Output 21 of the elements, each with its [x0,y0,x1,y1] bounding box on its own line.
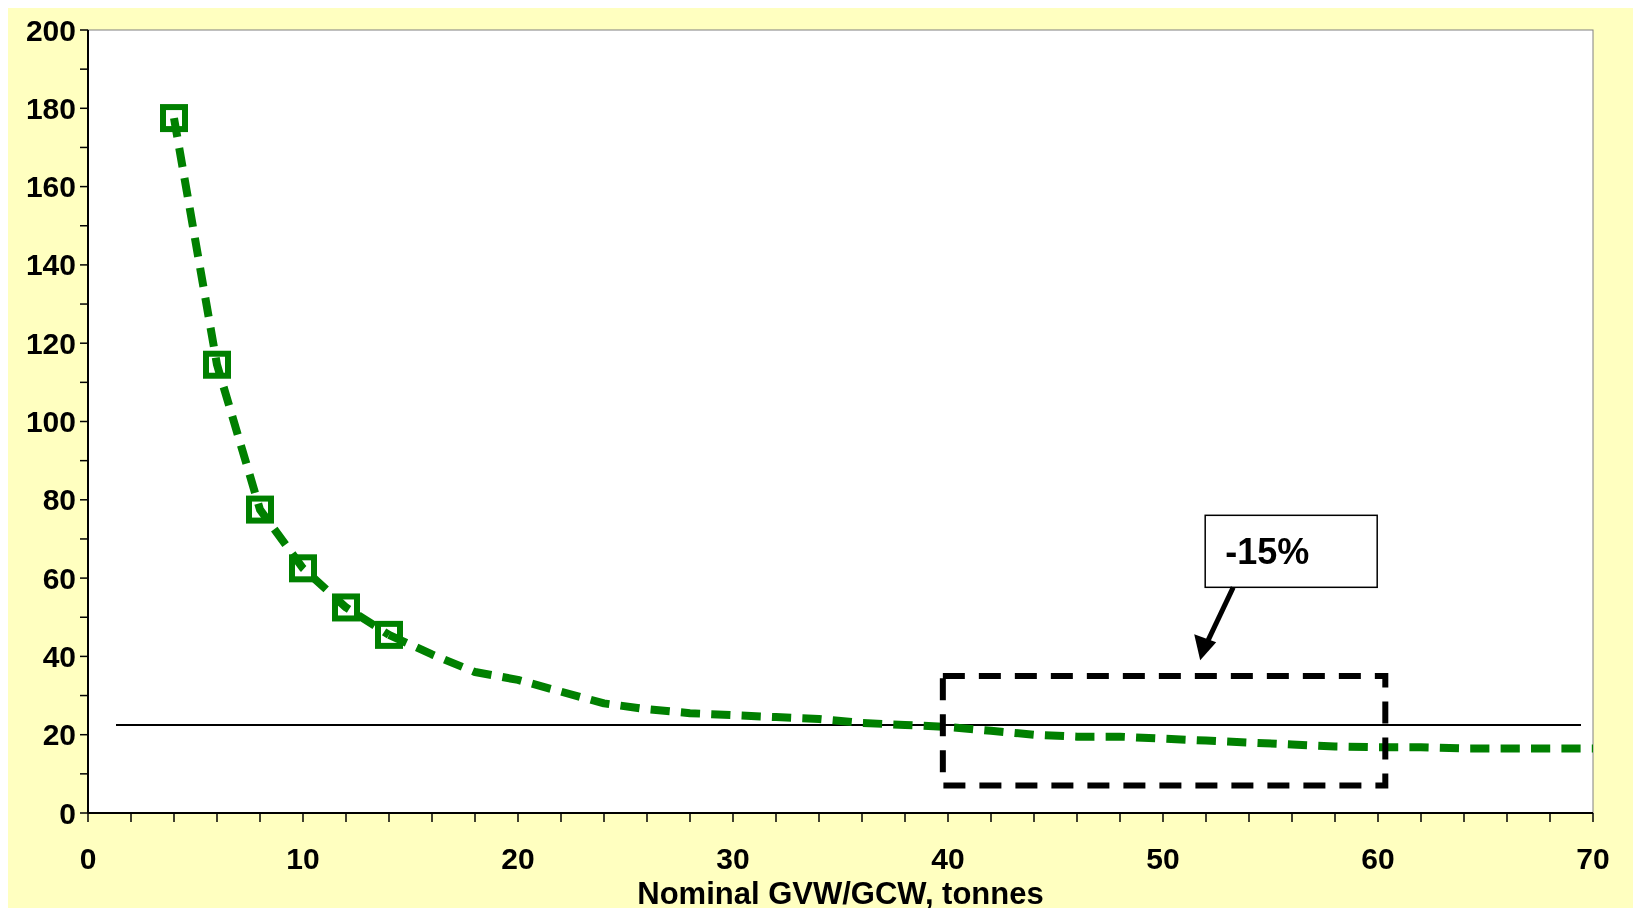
y-tick-label: 180 [25,91,76,125]
x-tick-label: 50 [1146,842,1180,875]
x-tick-label: 30 [716,842,750,875]
annotation: -15% [1225,531,1310,573]
y-tick-label: 0 [59,796,76,830]
y-tick-label: 100 [25,405,76,438]
y-tick-label: 40 [42,639,76,673]
y-tick-label: 60 [42,561,76,595]
y-tick-label: 140 [25,248,76,282]
y-tick-label: 80 [42,483,76,517]
x-tick-label: 60 [1361,842,1395,875]
x-tick-label: 10 [286,842,320,875]
x-tick-label: 40 [931,842,965,875]
y-tick-label: 120 [25,326,76,360]
y-tick-label: 160 [25,170,76,204]
x-tick-label: 20 [501,842,535,875]
x-axis-title: Nominal GVW/GCW, tonnes [637,876,1044,911]
y-tick-label: 200 [25,13,76,47]
y-tick-label: 20 [42,718,76,752]
x-tick-label: 70 [1576,842,1610,875]
x-tick-label: 0 [79,842,97,875]
